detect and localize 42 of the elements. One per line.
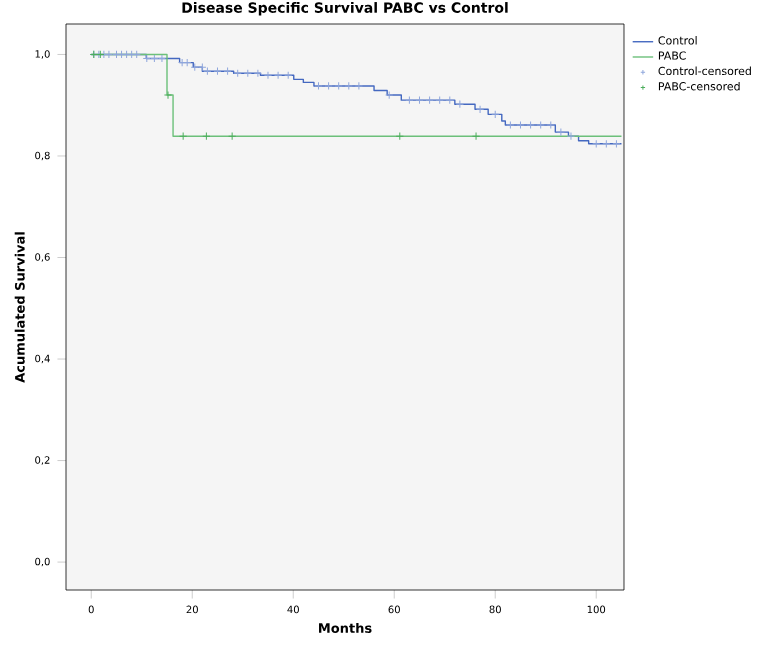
point (395, 132, 404, 141)
point (425, 96, 434, 105)
point (202, 132, 211, 141)
point (405, 96, 414, 105)
point (233, 69, 242, 78)
point (273, 71, 283, 80)
point (198, 63, 207, 72)
point (324, 81, 333, 91)
point (526, 120, 535, 130)
point (612, 139, 621, 148)
point (223, 67, 232, 76)
point (354, 81, 363, 91)
point (536, 120, 545, 130)
point (157, 54, 167, 63)
point (475, 105, 485, 114)
point (284, 71, 293, 80)
point (203, 67, 212, 76)
point (163, 90, 173, 100)
point (142, 54, 151, 63)
point (150, 54, 159, 63)
point (491, 110, 500, 119)
point (556, 128, 565, 137)
point (602, 139, 611, 148)
point (228, 132, 237, 141)
point (263, 71, 273, 80)
point (344, 81, 353, 91)
point (592, 139, 601, 148)
point (253, 69, 262, 78)
point (455, 100, 464, 109)
point (566, 132, 576, 141)
point (243, 69, 252, 78)
point (435, 96, 444, 105)
point (506, 120, 515, 130)
point (385, 90, 394, 100)
point (190, 63, 199, 72)
point (546, 120, 555, 130)
point (179, 132, 188, 141)
point (445, 96, 454, 105)
point (516, 120, 525, 130)
point (314, 81, 323, 91)
point (334, 81, 343, 91)
point (471, 132, 481, 141)
